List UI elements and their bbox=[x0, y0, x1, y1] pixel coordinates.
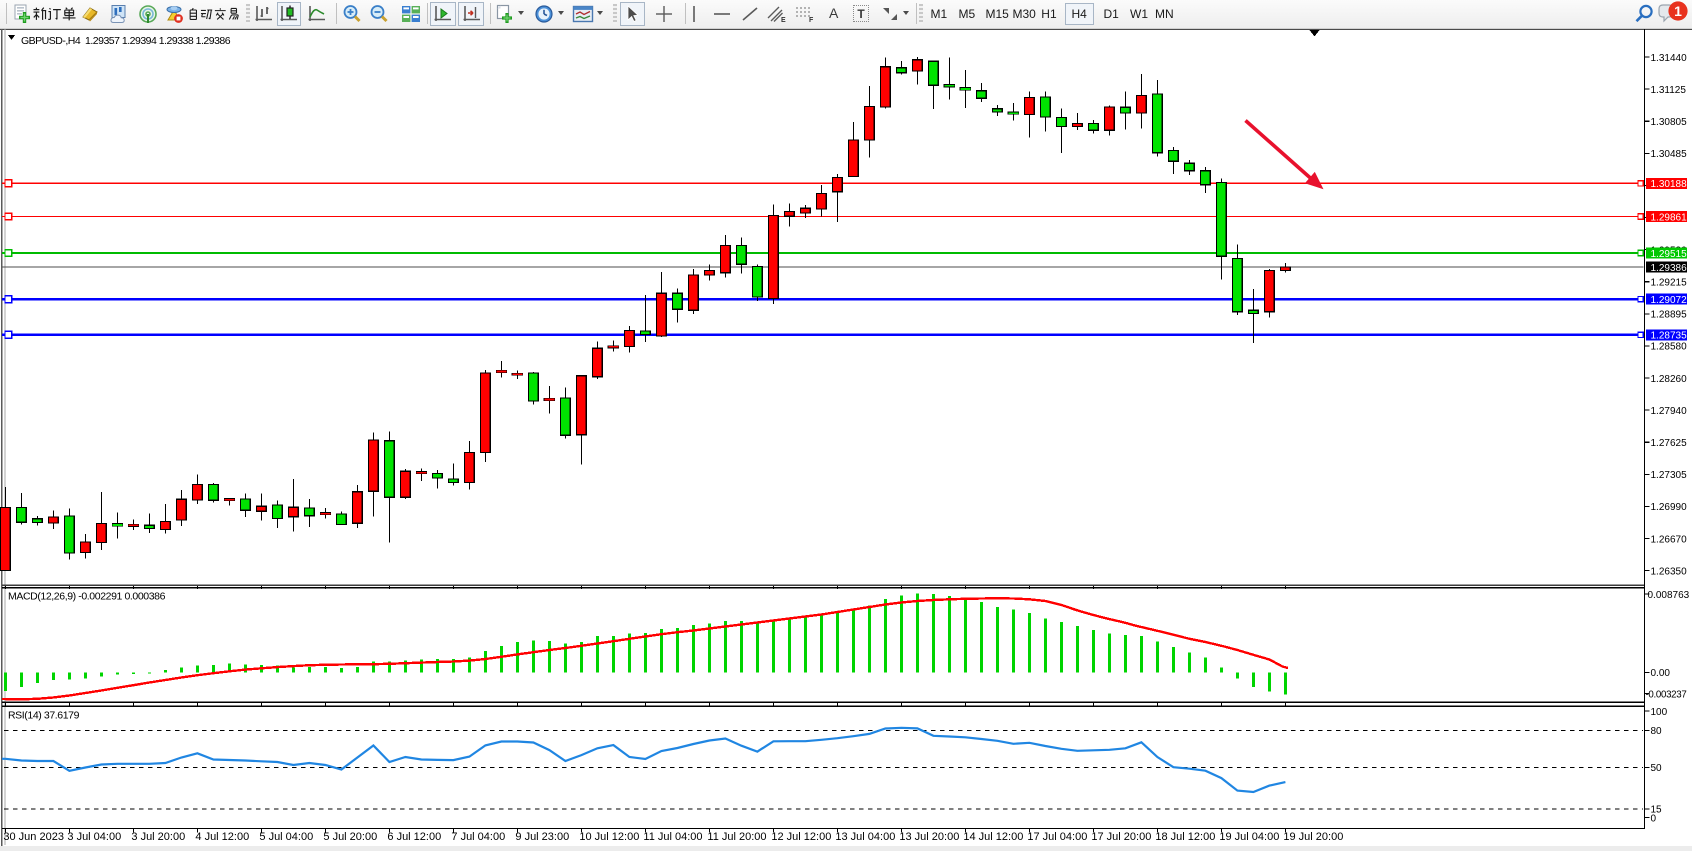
svg-text:3 Jul 20:00: 3 Jul 20:00 bbox=[131, 831, 185, 843]
svg-text:10 Jul 12:00: 10 Jul 12:00 bbox=[579, 831, 639, 843]
svg-text:1.28580: 1.28580 bbox=[1651, 342, 1688, 353]
svg-text:0: 0 bbox=[1651, 813, 1657, 824]
svg-text:5 Jul 20:00: 5 Jul 20:00 bbox=[323, 831, 377, 843]
svg-text:19 Jul 20:00: 19 Jul 20:00 bbox=[1283, 831, 1343, 843]
svg-text:1.28260: 1.28260 bbox=[1651, 374, 1688, 385]
svg-text:1.28735: 1.28735 bbox=[1651, 331, 1688, 342]
svg-text:1.26350: 1.26350 bbox=[1651, 566, 1688, 577]
svg-text:7 Jul 04:00: 7 Jul 04:00 bbox=[451, 831, 505, 843]
svg-text:3 Jul 04:00: 3 Jul 04:00 bbox=[67, 831, 121, 843]
svg-text:11 Jul 20:00: 11 Jul 20:00 bbox=[707, 831, 766, 843]
svg-text:1.31440: 1.31440 bbox=[1651, 53, 1688, 64]
svg-text:1.26990: 1.26990 bbox=[1651, 502, 1688, 513]
svg-text:9 Jul 23:00: 9 Jul 23:00 bbox=[515, 831, 569, 843]
svg-text:14 Jul 12:00: 14 Jul 12:00 bbox=[963, 831, 1023, 843]
svg-text:6 Jul 12:00: 6 Jul 12:00 bbox=[387, 831, 441, 843]
svg-text:11 Jul 04:00: 11 Jul 04:00 bbox=[643, 831, 702, 843]
svg-text:15: 15 bbox=[1651, 805, 1663, 816]
svg-text:1.27940: 1.27940 bbox=[1651, 406, 1688, 417]
svg-text:1.30805: 1.30805 bbox=[1651, 117, 1688, 128]
svg-text:0.00: 0.00 bbox=[1651, 668, 1671, 679]
svg-text:80: 80 bbox=[1651, 726, 1663, 737]
svg-text:1.29072: 1.29072 bbox=[1651, 295, 1688, 306]
svg-text:0.008763: 0.008763 bbox=[1648, 590, 1690, 601]
svg-text:50: 50 bbox=[1651, 763, 1663, 774]
svg-text:1.26670: 1.26670 bbox=[1651, 534, 1688, 545]
svg-text:E: E bbox=[781, 17, 786, 24]
svg-text:12 Jul 12:00: 12 Jul 12:00 bbox=[771, 831, 831, 843]
svg-text:-0.003237: -0.003237 bbox=[1646, 689, 1687, 700]
svg-text:1.31125: 1.31125 bbox=[1651, 85, 1687, 96]
svg-text:1.27625: 1.27625 bbox=[1651, 438, 1688, 449]
svg-text:19 Jul 04:00: 19 Jul 04:00 bbox=[1219, 831, 1279, 843]
svg-text:1: 1 bbox=[1674, 3, 1682, 19]
svg-text:4 Jul 12:00: 4 Jul 12:00 bbox=[195, 831, 249, 843]
svg-text:13 Jul 04:00: 13 Jul 04:00 bbox=[835, 831, 895, 843]
svg-text:MACD(12,26,9) -0.002291 0.0003: MACD(12,26,9) -0.002291 0.000386 bbox=[8, 591, 166, 603]
svg-text:5 Jul 04:00: 5 Jul 04:00 bbox=[259, 831, 313, 843]
svg-text:1.29861: 1.29861 bbox=[1651, 212, 1688, 223]
svg-text:1.29215: 1.29215 bbox=[1651, 278, 1688, 289]
svg-text:100: 100 bbox=[1651, 707, 1668, 718]
svg-text:1.29386: 1.29386 bbox=[1651, 263, 1688, 274]
svg-text:30 Jun 2023: 30 Jun 2023 bbox=[3, 831, 64, 843]
svg-text:RSI(14) 37.6179: RSI(14) 37.6179 bbox=[8, 710, 80, 722]
svg-text:1.27305: 1.27305 bbox=[1651, 470, 1688, 481]
svg-text:1.29515: 1.29515 bbox=[1651, 249, 1688, 260]
svg-text:18 Jul 12:00: 18 Jul 12:00 bbox=[1155, 831, 1215, 843]
svg-text:1.30485: 1.30485 bbox=[1651, 149, 1688, 160]
svg-text:1.28895: 1.28895 bbox=[1651, 310, 1688, 321]
svg-text:13 Jul 20:00: 13 Jul 20:00 bbox=[899, 831, 959, 843]
svg-text:F: F bbox=[809, 17, 814, 24]
svg-text:17 Jul 20:00: 17 Jul 20:00 bbox=[1091, 831, 1151, 843]
svg-text:17 Jul 04:00: 17 Jul 04:00 bbox=[1027, 831, 1087, 843]
svg-text:1.30188: 1.30188 bbox=[1651, 179, 1688, 190]
svg-text:GBPUSD-,H4 1.29357 1.29394 1.: GBPUSD-,H4 1.29357 1.29394 1.29338 1.293… bbox=[21, 35, 231, 47]
